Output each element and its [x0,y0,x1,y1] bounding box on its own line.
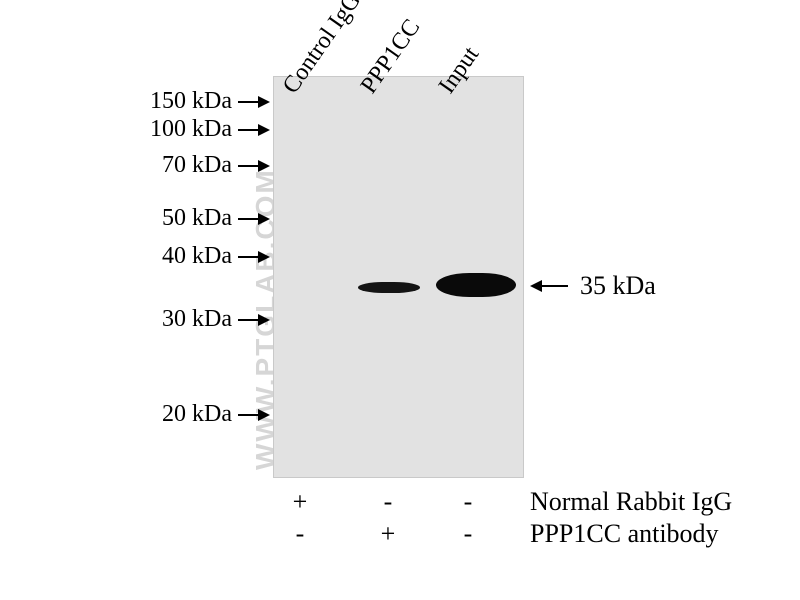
blot-band [436,273,516,297]
mw-arrow-icon [238,213,270,225]
figure-root: WWW.PTGLAB.COM Control IgGPPP1CCInput 15… [0,0,800,600]
mw-label: 150 kDa [0,88,232,115]
mw-arrow-icon [238,314,270,326]
mw-label: 20 kDa [0,401,232,428]
mw-label: 50 kDa [0,205,232,232]
condition-mark: - [456,519,480,549]
mw-arrow-icon [238,409,270,421]
condition-label: PPP1CC antibody [530,519,719,549]
mw-label: 70 kDa [0,152,232,179]
mw-label: 30 kDa [0,306,232,333]
condition-mark: - [376,487,400,517]
mw-arrow-icon [238,160,270,172]
condition-mark: - [288,519,312,549]
mw-arrow-icon [238,96,270,108]
detected-band-label: 35 kDa [580,271,656,301]
mw-arrow-icon [238,251,270,263]
condition-mark: - [456,487,480,517]
blot-band [358,282,420,293]
condition-mark: + [288,487,312,517]
mw-label: 100 kDa [0,116,232,143]
mw-arrow-icon [238,124,270,136]
detected-band-arrow [530,280,568,292]
mw-label: 40 kDa [0,243,232,270]
condition-mark: + [376,519,400,549]
condition-label: Normal Rabbit IgG [530,487,732,517]
